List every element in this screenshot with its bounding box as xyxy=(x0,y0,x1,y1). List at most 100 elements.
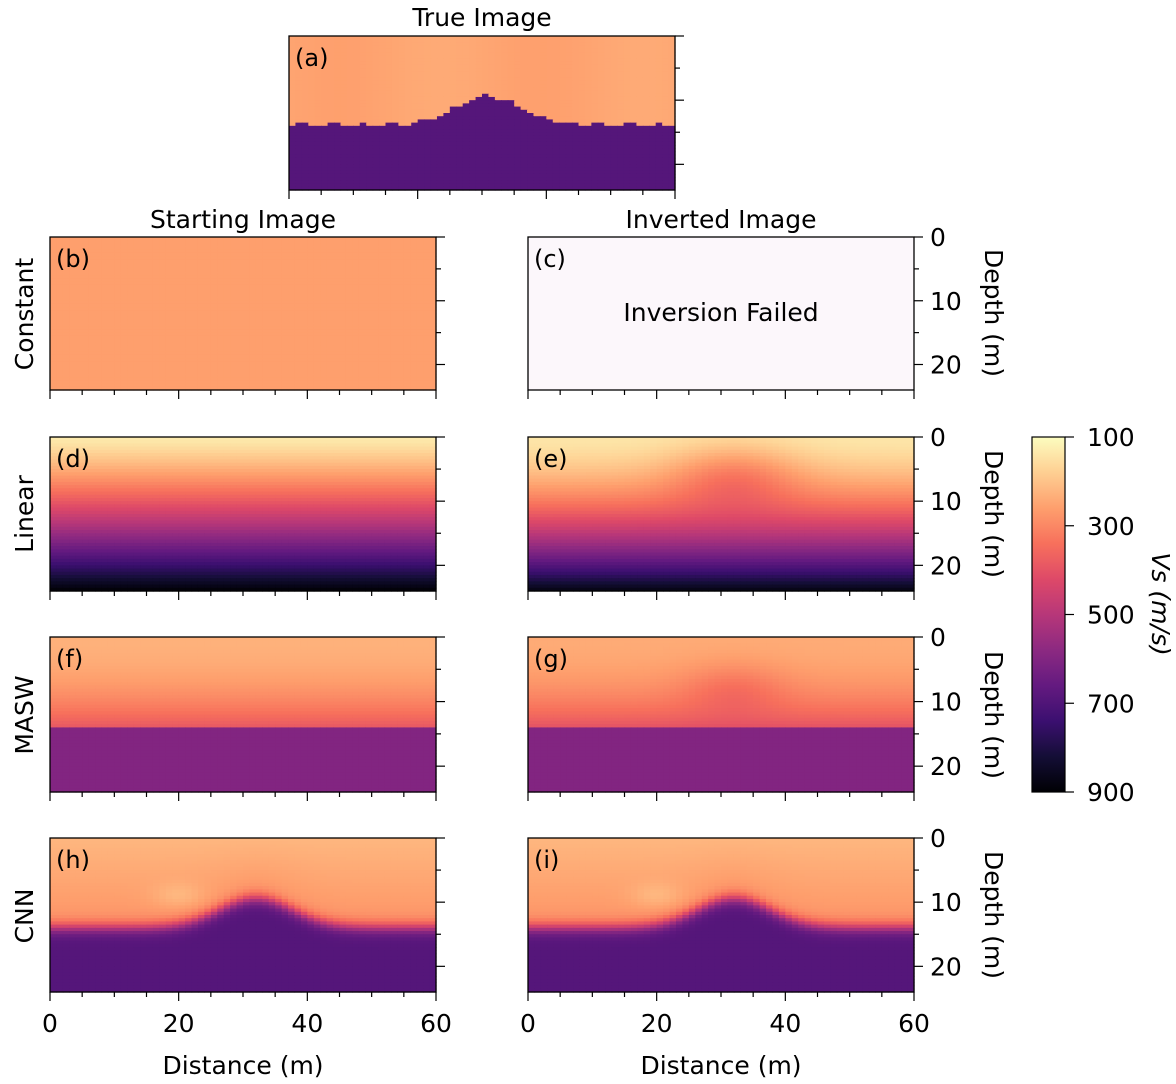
heatmap-cell xyxy=(636,170,644,175)
heatmap-cell xyxy=(385,74,393,79)
heatmap-cell xyxy=(346,96,354,101)
heatmap-cell xyxy=(411,84,419,88)
heatmap-cell xyxy=(191,291,199,295)
heatmap-cell xyxy=(430,42,438,47)
heatmap-cell xyxy=(255,243,263,248)
heatmap-cell xyxy=(69,252,77,257)
heatmap-cell xyxy=(398,170,406,175)
heatmap-cell xyxy=(636,145,644,149)
heatmap-cell xyxy=(482,74,490,79)
heatmap-cell xyxy=(281,291,289,295)
heatmap-cell xyxy=(533,61,541,66)
heatmap-cell xyxy=(204,237,212,241)
heatmap-cell xyxy=(636,55,644,60)
heatmap-cell xyxy=(146,288,154,292)
heatmap-cell xyxy=(649,58,657,63)
heatmap-cell xyxy=(314,68,322,72)
heatmap-cell xyxy=(462,93,470,98)
heatmap-cell xyxy=(159,297,167,302)
heatmap-cell xyxy=(289,39,297,44)
heatmap-cell xyxy=(642,42,650,47)
heatmap-cell xyxy=(610,55,618,60)
heatmap-cell xyxy=(204,246,212,251)
heatmap-cell xyxy=(204,240,212,244)
heatmap-cell xyxy=(552,122,560,127)
heatmap-cell xyxy=(146,243,154,248)
heatmap-cell xyxy=(340,151,348,156)
heatmap-cell xyxy=(340,154,348,159)
heatmap-cell xyxy=(372,39,380,44)
heatmap-cell xyxy=(636,100,644,104)
heatmap-cell xyxy=(365,262,373,267)
heatmap-cell xyxy=(565,154,573,159)
heatmap-cell xyxy=(527,116,535,121)
heatmap-cell xyxy=(559,141,567,146)
heatmap-cell xyxy=(584,36,592,40)
heatmap-cell xyxy=(197,246,205,251)
heatmap-cell xyxy=(275,240,283,244)
heatmap-cell xyxy=(443,100,451,104)
heatmap-cell xyxy=(56,281,64,286)
heatmap-cell xyxy=(262,265,270,270)
heatmap-cell xyxy=(501,151,509,156)
heatmap-cell xyxy=(320,307,328,311)
heatmap-cell xyxy=(210,243,218,248)
heatmap-cell xyxy=(159,303,167,308)
heatmap-cell xyxy=(294,307,302,311)
heatmap-cell xyxy=(152,249,160,254)
heatmap-cell xyxy=(591,90,599,95)
heatmap-cell xyxy=(527,39,535,44)
heatmap-cell xyxy=(288,303,296,308)
heatmap-cell xyxy=(320,265,328,270)
heatmap-cell xyxy=(494,96,502,101)
heatmap-cell xyxy=(559,87,567,92)
heatmap-cell xyxy=(334,61,342,66)
heatmap-cell xyxy=(320,297,328,302)
heatmap-cell xyxy=(449,55,457,60)
heatmap-cell xyxy=(295,42,303,47)
heatmap-cell xyxy=(629,96,637,101)
heatmap-cell xyxy=(255,256,263,260)
heatmap-cell xyxy=(300,294,308,299)
heatmap-cell xyxy=(398,64,406,69)
heatmap-cell xyxy=(668,55,676,60)
heatmap-cell xyxy=(295,177,303,181)
heatmap-cell xyxy=(69,249,77,254)
heatmap-cell xyxy=(462,167,470,172)
heatmap-cell xyxy=(75,294,83,299)
heatmap-cell xyxy=(411,90,419,95)
heatmap-cell xyxy=(449,167,457,172)
heatmap-cell xyxy=(443,113,451,117)
heatmap-cell xyxy=(56,310,64,315)
heatmap-cell xyxy=(475,129,483,133)
heatmap-cell xyxy=(359,161,367,165)
heatmap-cell xyxy=(482,109,490,114)
heatmap-cell xyxy=(501,39,509,44)
heatmap-cell xyxy=(416,249,424,254)
heatmap-cell xyxy=(289,61,297,66)
heatmap-cell xyxy=(565,122,573,127)
heatmap-cell xyxy=(385,106,393,111)
heatmap-cell xyxy=(494,170,502,175)
heatmap-cell xyxy=(372,151,380,156)
heatmap-cell xyxy=(384,256,392,260)
heatmap-cell xyxy=(262,272,270,276)
heatmap-cell xyxy=(591,148,599,153)
heatmap-cell xyxy=(262,291,270,295)
heatmap-cell xyxy=(172,307,180,311)
heatmap-cell xyxy=(165,243,173,248)
heatmap-cell xyxy=(430,177,438,181)
heatmap-cell xyxy=(649,177,657,181)
heatmap-cell xyxy=(501,106,509,111)
heatmap-cell xyxy=(572,90,580,95)
heatmap-cell xyxy=(546,186,554,191)
heatmap-cell xyxy=(404,183,412,188)
heatmap-cell xyxy=(424,177,432,181)
heatmap-cell xyxy=(488,103,496,108)
heatmap-cell xyxy=(629,170,637,175)
heatmap-cell xyxy=(482,148,490,153)
heatmap-cell xyxy=(230,281,238,286)
heatmap-cell xyxy=(295,68,303,72)
heatmap-cell xyxy=(514,154,522,159)
heatmap-cell xyxy=(629,93,637,98)
